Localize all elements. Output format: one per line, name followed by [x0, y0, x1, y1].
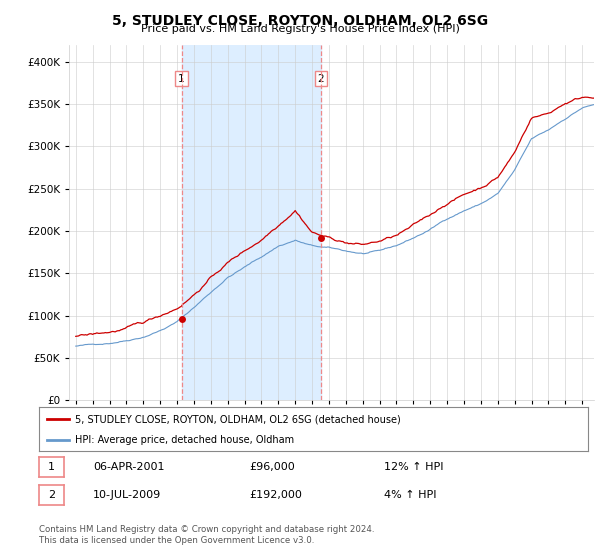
Text: HPI: Average price, detached house, Oldham: HPI: Average price, detached house, Oldh…: [74, 435, 294, 445]
Text: 4% ↑ HPI: 4% ↑ HPI: [384, 490, 437, 500]
Text: Price paid vs. HM Land Registry's House Price Index (HPI): Price paid vs. HM Land Registry's House …: [140, 24, 460, 34]
Text: 2: 2: [317, 73, 324, 83]
Text: £192,000: £192,000: [249, 490, 302, 500]
Bar: [182, 45, 321, 400]
Text: 10-JUL-2009: 10-JUL-2009: [93, 490, 161, 500]
Text: 1: 1: [48, 462, 55, 472]
Text: 2: 2: [48, 490, 55, 500]
Text: 5, STUDLEY CLOSE, ROYTON, OLDHAM, OL2 6SG (detached house): 5, STUDLEY CLOSE, ROYTON, OLDHAM, OL2 6S…: [74, 414, 400, 424]
Text: 12% ↑ HPI: 12% ↑ HPI: [384, 462, 443, 472]
Text: £96,000: £96,000: [249, 462, 295, 472]
Text: 5, STUDLEY CLOSE, ROYTON, OLDHAM, OL2 6SG: 5, STUDLEY CLOSE, ROYTON, OLDHAM, OL2 6S…: [112, 14, 488, 28]
Text: 1: 1: [178, 73, 185, 83]
Text: 06-APR-2001: 06-APR-2001: [93, 462, 164, 472]
Text: Contains HM Land Registry data © Crown copyright and database right 2024.
This d: Contains HM Land Registry data © Crown c…: [39, 525, 374, 545]
